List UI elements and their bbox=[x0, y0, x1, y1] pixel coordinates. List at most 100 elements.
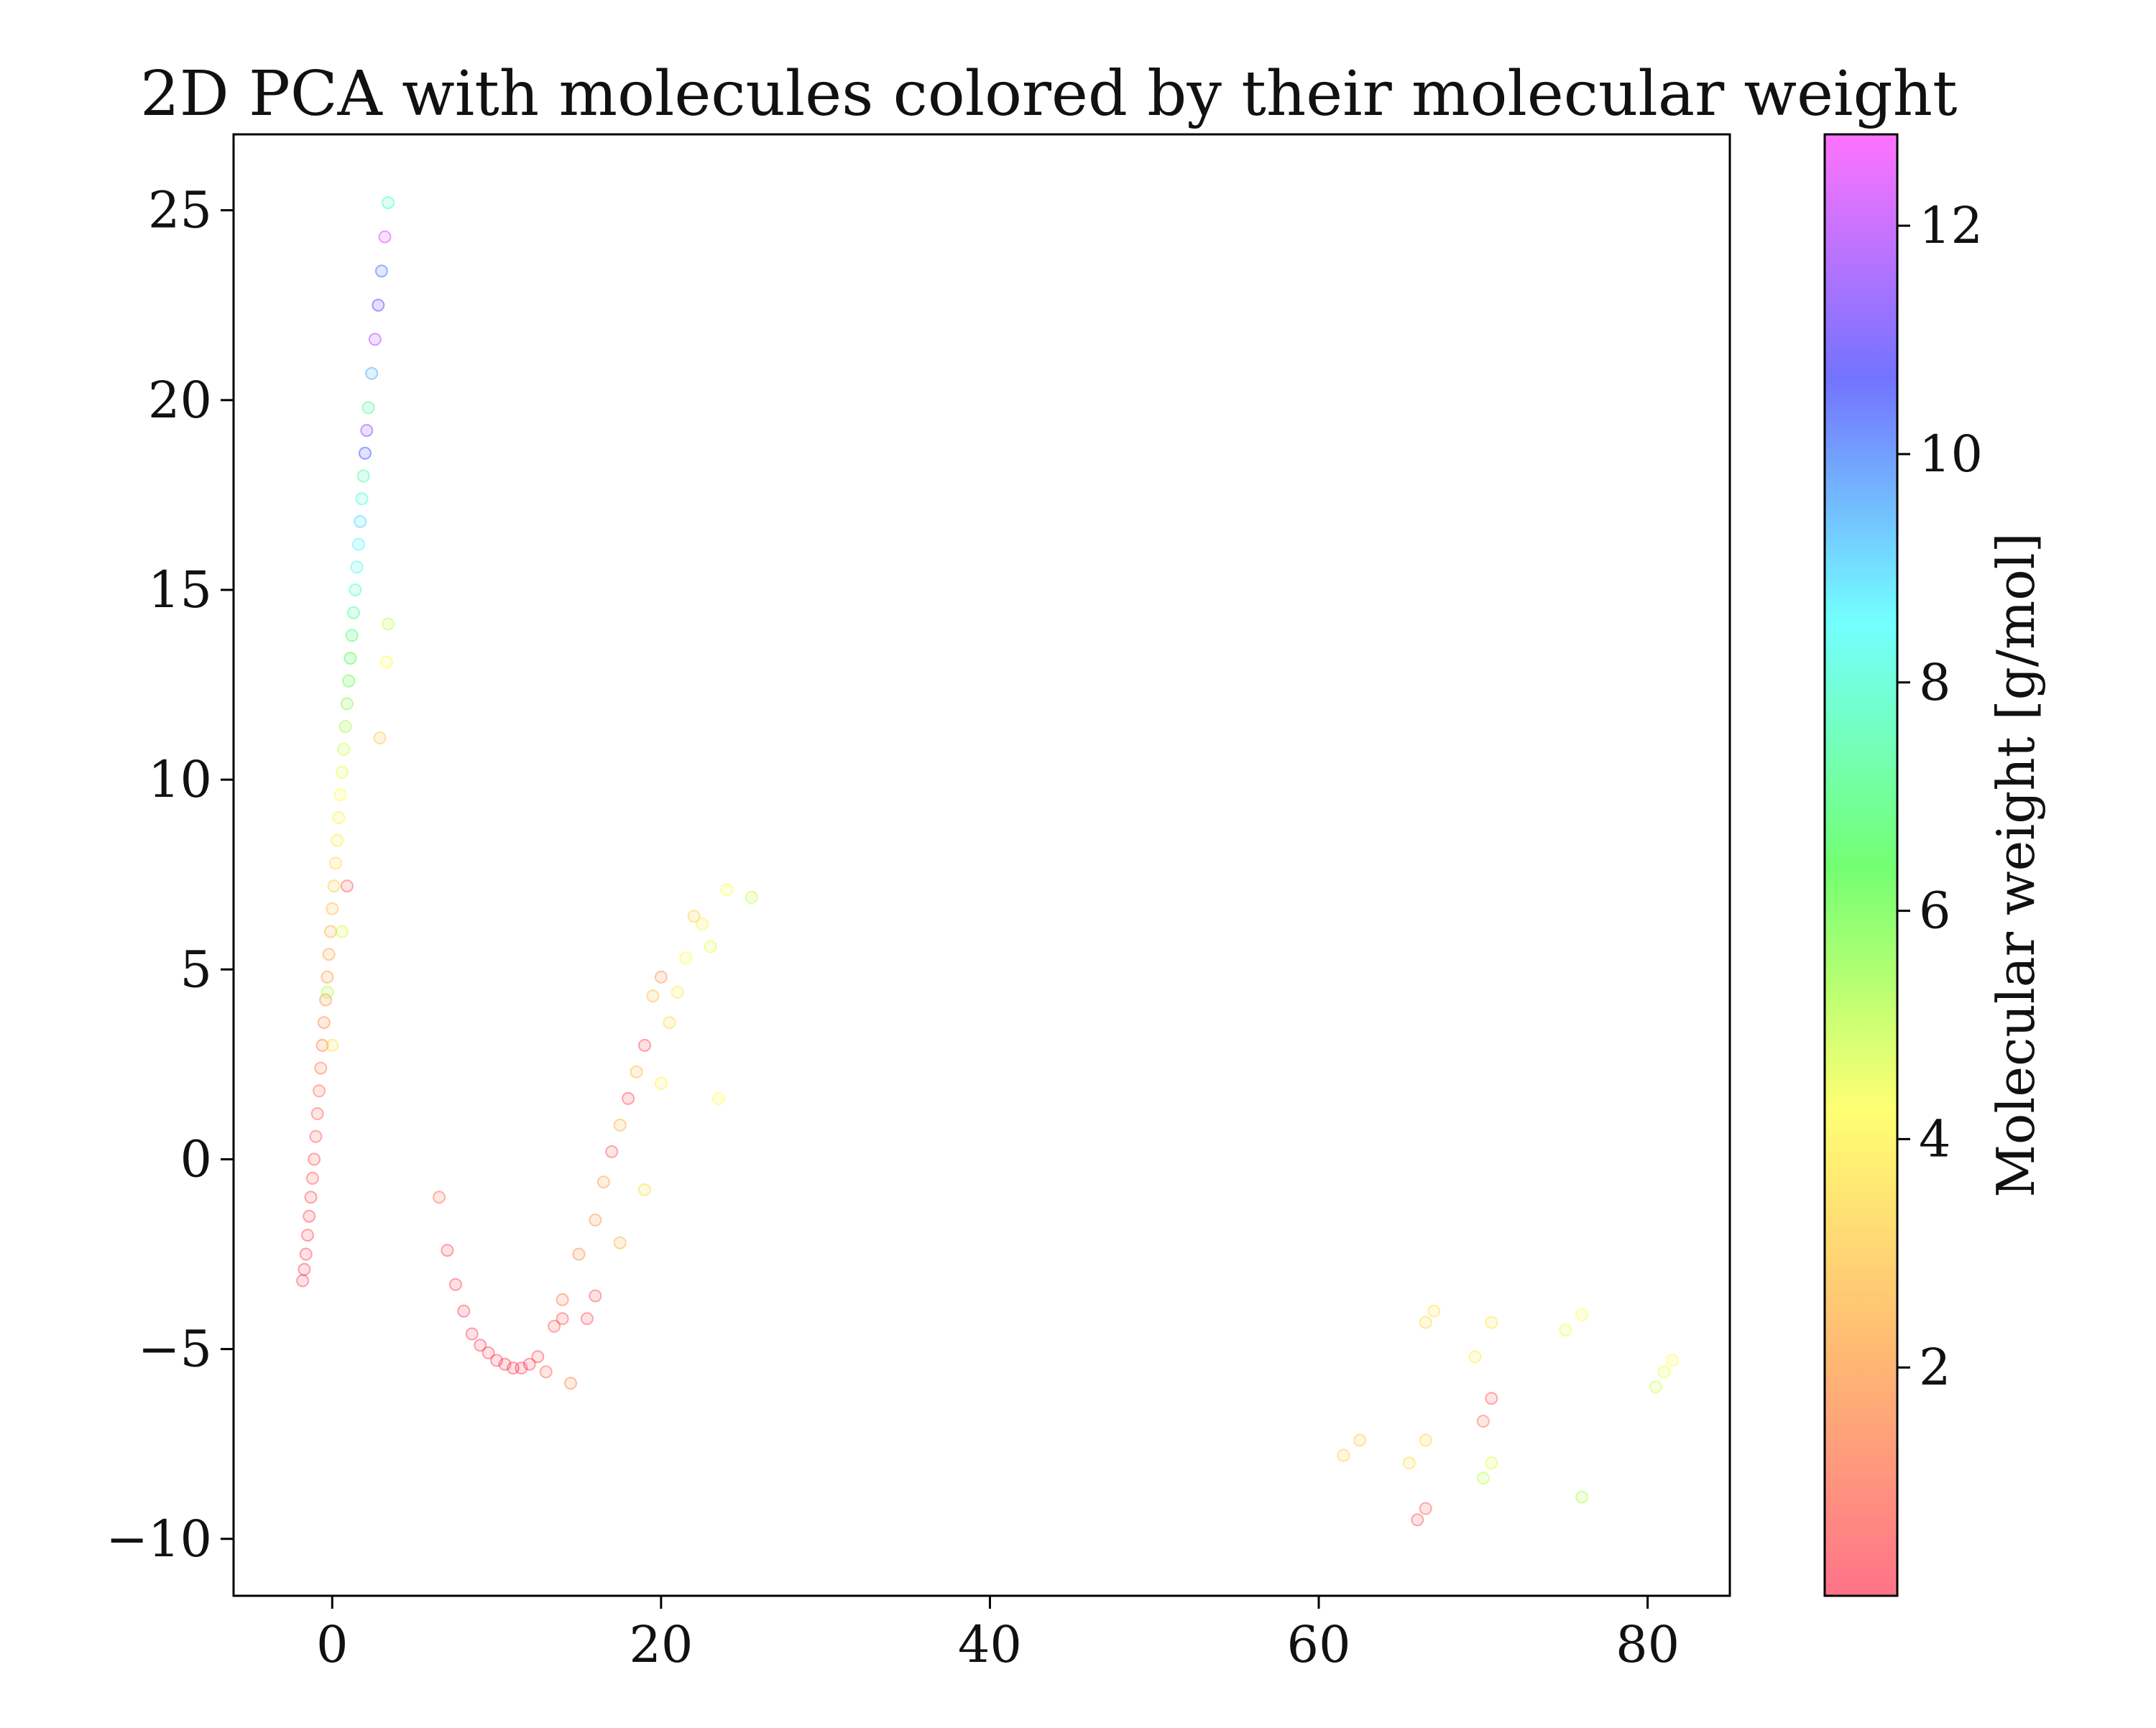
scatter-point bbox=[433, 1191, 446, 1204]
scatter-point bbox=[308, 1152, 321, 1166]
scatter-point bbox=[1665, 1354, 1679, 1367]
scatter-point bbox=[531, 1350, 545, 1364]
x-tick-label: 0 bbox=[316, 1615, 349, 1674]
scatter-point bbox=[1657, 1365, 1671, 1379]
scatter-point bbox=[361, 401, 375, 415]
scatter-point bbox=[522, 1357, 536, 1371]
scatter-point bbox=[328, 856, 342, 870]
scatter-point bbox=[448, 1277, 462, 1291]
scatter-point bbox=[1337, 1449, 1350, 1462]
x-tick-label: 40 bbox=[958, 1615, 1022, 1674]
scatter-point bbox=[646, 989, 660, 1003]
scatter-point bbox=[704, 940, 717, 953]
scatter-point bbox=[1649, 1380, 1662, 1394]
scatter-point bbox=[324, 925, 337, 938]
colorbar-tick-label: 2 bbox=[1919, 1338, 1951, 1397]
scatter-point bbox=[654, 1076, 668, 1090]
scatter-point bbox=[340, 697, 354, 711]
scatter-point bbox=[356, 469, 370, 483]
scatter-point bbox=[313, 1084, 326, 1098]
scatter-point bbox=[310, 1107, 324, 1120]
scatter-point bbox=[596, 1175, 610, 1189]
scatter-point bbox=[638, 1183, 651, 1196]
scatter-point bbox=[351, 537, 365, 551]
scatter-point bbox=[654, 970, 668, 984]
y-tick-label: 25 bbox=[148, 181, 212, 240]
scatter-point bbox=[638, 1038, 651, 1052]
scatter-point bbox=[556, 1312, 569, 1326]
scatter-point bbox=[373, 731, 387, 744]
colorbar-ticks: 2 4 6 8 10 12 bbox=[1897, 196, 1983, 1397]
scatter-point bbox=[696, 917, 709, 930]
scatter-point bbox=[314, 1061, 328, 1075]
scatter-point bbox=[580, 1312, 594, 1326]
scatter-point bbox=[298, 1262, 311, 1276]
y-tick-label: 0 bbox=[180, 1129, 212, 1188]
scatter-point bbox=[372, 298, 385, 312]
scatter-point bbox=[506, 1362, 520, 1374]
scatter-point bbox=[322, 948, 336, 961]
colorbar-tick-label: 12 bbox=[1919, 196, 1983, 255]
scatter-point bbox=[498, 1357, 512, 1371]
y-tick-label: 20 bbox=[148, 371, 212, 430]
scatter-point bbox=[321, 970, 334, 984]
colorbar-tick-label: 8 bbox=[1919, 653, 1951, 712]
scatter-point bbox=[1485, 1316, 1498, 1329]
scatter-point bbox=[303, 1209, 316, 1223]
scatter-point bbox=[1353, 1433, 1367, 1447]
scatter-point bbox=[345, 629, 359, 642]
scatter-point bbox=[304, 1191, 318, 1204]
scatter-point bbox=[474, 1339, 487, 1352]
scatter-point bbox=[556, 1293, 569, 1306]
scatter-point bbox=[745, 890, 758, 904]
scatter-point bbox=[354, 514, 367, 528]
scatter-point bbox=[1476, 1471, 1490, 1485]
scatter-point bbox=[630, 1065, 643, 1078]
scatter-point bbox=[589, 1289, 602, 1303]
scatter-point bbox=[331, 833, 344, 847]
points-layer bbox=[296, 196, 1679, 1527]
scatter-point bbox=[336, 925, 349, 938]
y-tick-label: 10 bbox=[148, 750, 212, 809]
scatter-point bbox=[374, 264, 388, 278]
scatter-point bbox=[1427, 1304, 1441, 1318]
scatter-point bbox=[337, 742, 351, 756]
scatter-point bbox=[347, 606, 360, 619]
scatter-point bbox=[1419, 1316, 1432, 1329]
scatter-point bbox=[333, 788, 347, 802]
scatter-point bbox=[360, 424, 374, 438]
scatter-point bbox=[382, 196, 395, 210]
plot-area bbox=[232, 133, 1731, 1597]
colorbar: 2 4 6 8 10 12 Molecular weight [g/mol] bbox=[1823, 133, 2046, 1597]
scatter-point bbox=[1575, 1308, 1589, 1321]
scatter-point bbox=[359, 446, 372, 460]
scatter-point bbox=[1559, 1323, 1572, 1337]
scatter-point bbox=[679, 951, 693, 965]
colorbar-gradient bbox=[1825, 134, 1897, 1596]
scatter-point bbox=[671, 986, 684, 999]
scatter-point bbox=[327, 879, 341, 893]
scatter-point bbox=[1485, 1456, 1498, 1470]
x-tick-label: 80 bbox=[1616, 1615, 1680, 1674]
scatter-point bbox=[490, 1354, 504, 1367]
scatter-point bbox=[1575, 1490, 1589, 1504]
scatter-point bbox=[1468, 1350, 1482, 1364]
scatter-point bbox=[572, 1247, 586, 1261]
scatter-point bbox=[326, 1038, 339, 1052]
colorbar-tick-label: 10 bbox=[1919, 425, 1983, 484]
scatter-point bbox=[342, 674, 356, 688]
colorbar-label: Molecular weight [g/mol] bbox=[1986, 532, 2046, 1197]
scatter-point bbox=[457, 1304, 471, 1318]
scatter-point bbox=[613, 1236, 627, 1249]
scatter-point bbox=[309, 1129, 323, 1143]
scatter-point bbox=[305, 1171, 319, 1185]
colorbar-tick-label: 6 bbox=[1919, 882, 1951, 941]
y-tick-label: 5 bbox=[180, 940, 212, 999]
scatter-point bbox=[301, 1229, 314, 1242]
scatter-point bbox=[379, 655, 393, 669]
scatter-point bbox=[355, 492, 369, 506]
scatter-point bbox=[336, 765, 349, 779]
scatter-point bbox=[350, 560, 364, 574]
scatter-point bbox=[1411, 1513, 1424, 1527]
